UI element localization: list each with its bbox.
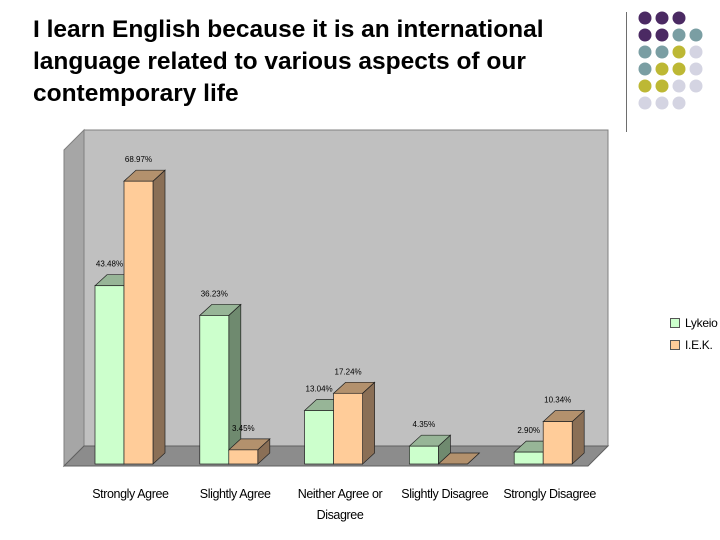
decorative-dot xyxy=(638,11,652,25)
category-label: Neither Agree or xyxy=(298,487,383,501)
bar-side xyxy=(362,381,375,465)
legend-label-lykeio: Lykeio xyxy=(685,316,718,330)
decorative-dot xyxy=(689,45,703,59)
decorative-dot xyxy=(672,79,686,93)
bar-top xyxy=(437,452,481,465)
decorative-dot xyxy=(689,79,703,93)
chart-data-labels: 43.48% 68.97% 36.23% 3.45% 13.04%17.24% 4.35%… xyxy=(96,155,571,435)
decorative-dot xyxy=(655,96,669,110)
category-label: Slightly Disagree xyxy=(401,487,488,501)
data-label: 36.23% xyxy=(201,289,228,298)
category-label: Strongly Agree xyxy=(92,487,169,501)
decorative-dot xyxy=(655,62,669,76)
decorative-dot xyxy=(655,11,669,25)
bar-front xyxy=(409,445,439,465)
category-label: Slightly Agree xyxy=(200,487,271,501)
decorative-dot xyxy=(638,79,652,93)
bar-front xyxy=(304,410,334,465)
chart-legend: Lykeio I.E.K. xyxy=(670,312,718,356)
bar-front xyxy=(333,392,363,465)
legend-item-iek: I.E.K. xyxy=(670,334,717,356)
data-label: 2.90% xyxy=(517,426,540,435)
bar-front xyxy=(228,449,259,465)
data-label: 13.04% xyxy=(306,385,333,394)
decorative-dot xyxy=(689,62,703,76)
legend-swatch-iek xyxy=(670,340,680,350)
decorative-dot xyxy=(672,11,686,25)
legend-swatch-lykeio xyxy=(670,318,680,328)
data-label: 43.48% xyxy=(96,260,123,269)
decorative-dot xyxy=(655,79,669,93)
chart-category-labels: Strongly Agree Slightly Agree Neither Agre… xyxy=(92,487,597,522)
data-label: 3.45% xyxy=(232,424,255,433)
decorative-dot xyxy=(638,96,652,110)
data-label: 17.24% xyxy=(335,367,362,376)
bar-front xyxy=(123,180,154,465)
legend-label-iek: I.E.K. xyxy=(685,338,713,352)
decorative-dot xyxy=(672,96,686,110)
data-label: 68.97% xyxy=(125,155,152,164)
data-label: 4.35% xyxy=(413,420,436,429)
category-label: Strongly Disagree xyxy=(503,487,596,501)
decorative-dot xyxy=(672,62,686,76)
decorative-dot xyxy=(655,45,669,59)
category-label: Disagree xyxy=(317,508,364,522)
bar-front xyxy=(542,421,573,465)
decorative-dot xyxy=(655,28,669,42)
divider-line xyxy=(626,12,627,132)
decorative-dot xyxy=(638,45,652,59)
bar-front xyxy=(513,451,544,465)
decorative-dot xyxy=(638,28,652,42)
decorative-dot xyxy=(689,28,703,42)
bar-front xyxy=(94,285,125,465)
decorative-dot-grid xyxy=(638,11,703,110)
bar-front xyxy=(199,315,230,465)
bar-side xyxy=(152,169,166,465)
decorative-dot xyxy=(638,62,652,76)
data-label: 10.34% xyxy=(544,396,571,405)
chart-side-wall xyxy=(63,128,85,468)
decorative-dot xyxy=(672,28,686,42)
decorative-dot xyxy=(672,45,686,59)
legend-item-lykeio: Lykeio xyxy=(670,312,718,334)
slide-title: I learn English because it is an interna… xyxy=(33,16,544,107)
chart-bars xyxy=(94,169,586,465)
